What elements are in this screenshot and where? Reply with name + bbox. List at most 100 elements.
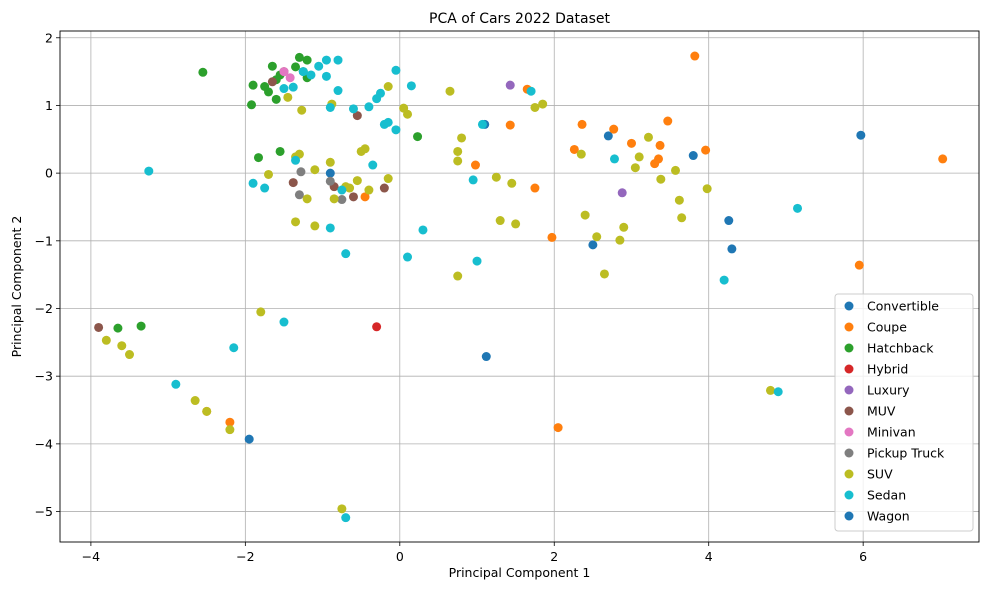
legend-marker (844, 511, 854, 521)
data-point (634, 152, 644, 162)
data-point (650, 159, 660, 169)
data-point (113, 323, 123, 333)
data-point (719, 275, 729, 285)
data-point (577, 119, 587, 129)
legend-label: Coupe (867, 320, 907, 335)
data-point (630, 163, 640, 173)
data-point (553, 423, 563, 433)
data-point (413, 132, 423, 142)
data-point (702, 184, 712, 194)
data-point (655, 140, 665, 150)
legend-marker (844, 406, 854, 416)
data-point (264, 169, 274, 179)
data-point (310, 221, 320, 231)
data-point (477, 119, 487, 129)
data-point (314, 61, 324, 71)
x-tick-label: −4 (82, 549, 100, 564)
legend-marker (844, 427, 854, 437)
data-point (677, 213, 687, 223)
data-point (403, 109, 413, 119)
series-pickup-truck (294, 167, 347, 205)
axis-ticks: −4 −2 0 2 4 6 −5 −4 −3 −2 −1 0 1 2 (35, 30, 868, 564)
data-point (491, 172, 501, 182)
data-point (325, 168, 335, 178)
data-point (599, 269, 609, 279)
x-tick-label: −2 (236, 549, 254, 564)
data-point (383, 174, 393, 184)
data-point (530, 102, 540, 112)
data-point (495, 216, 505, 226)
series-hatchback (113, 52, 423, 333)
data-point (136, 321, 146, 331)
data-point (569, 144, 579, 154)
data-point (144, 166, 154, 176)
data-point (592, 232, 602, 242)
data-point (674, 195, 684, 205)
data-point (94, 322, 104, 332)
data-point (619, 222, 629, 232)
x-tick-label: 0 (396, 549, 404, 564)
data-point (765, 385, 775, 395)
data-point (364, 185, 374, 195)
data-point (526, 86, 536, 96)
data-point (360, 192, 370, 202)
data-point (260, 183, 270, 193)
data-point (505, 80, 515, 90)
data-point (727, 244, 737, 254)
y-tick-label: −2 (35, 301, 53, 316)
data-point (690, 51, 700, 61)
data-point (253, 153, 263, 163)
data-point (297, 105, 307, 115)
data-point (279, 84, 289, 94)
data-point (470, 160, 480, 170)
data-point (615, 235, 625, 245)
x-tick-label: 6 (859, 549, 867, 564)
data-point (511, 219, 521, 229)
data-point (345, 183, 355, 193)
legend-label: Pickup Truck (867, 446, 945, 461)
data-point (248, 178, 258, 188)
data-point (603, 131, 613, 141)
data-point (337, 195, 347, 205)
data-point (372, 322, 382, 332)
data-point (341, 513, 351, 523)
data-point (352, 111, 362, 121)
data-point (656, 174, 666, 184)
y-tick-label: 0 (45, 166, 53, 181)
data-point (643, 132, 653, 142)
data-point (302, 55, 312, 65)
data-points (94, 51, 948, 523)
data-point (202, 406, 212, 416)
data-point (302, 194, 312, 204)
data-point (505, 120, 515, 130)
data-point (325, 102, 335, 112)
data-point (294, 190, 304, 200)
data-point (348, 192, 358, 202)
series-minivan (279, 67, 295, 83)
data-point (296, 167, 306, 177)
y-tick-label: 1 (45, 98, 53, 113)
y-tick-label: 2 (45, 30, 53, 45)
y-tick-label: −3 (35, 369, 53, 384)
legend-label: Hatchback (867, 341, 934, 356)
data-point (117, 341, 127, 351)
data-point (337, 185, 347, 195)
data-point (271, 94, 281, 104)
legend-label: Luxury (867, 383, 910, 398)
data-point (325, 157, 335, 167)
data-point (267, 61, 277, 71)
legend-marker (844, 469, 854, 479)
data-point (298, 67, 308, 77)
data-point (264, 87, 274, 97)
data-point (368, 160, 378, 170)
data-point (938, 154, 948, 164)
data-point (279, 317, 289, 327)
chart-title: PCA of Cars 2022 Dataset (429, 11, 610, 27)
data-point (481, 352, 491, 362)
data-point (267, 77, 277, 87)
data-point (856, 130, 866, 140)
series-convertible (244, 119, 866, 444)
data-point (445, 86, 455, 96)
